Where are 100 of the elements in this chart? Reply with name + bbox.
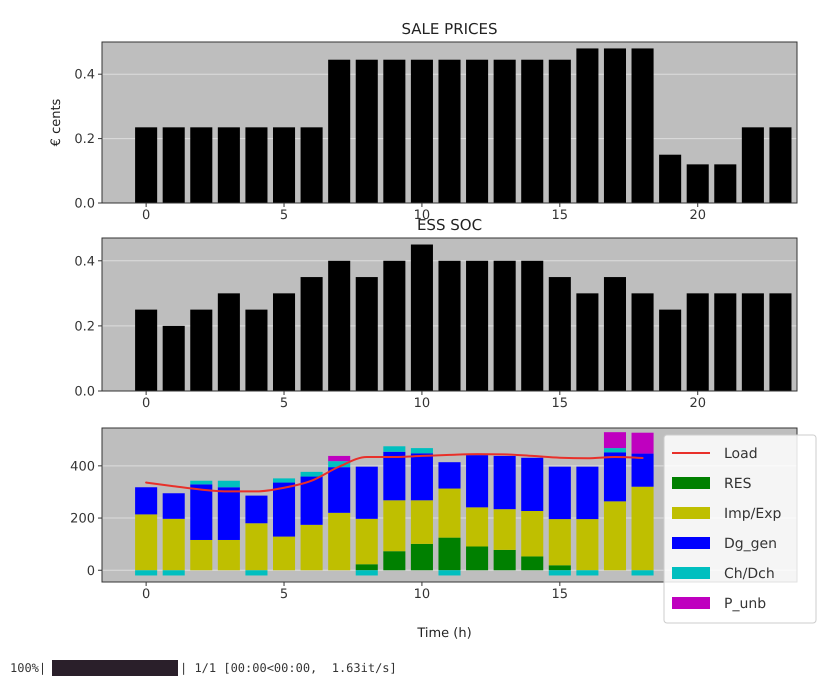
bar bbox=[494, 456, 516, 510]
bar bbox=[604, 452, 626, 502]
x-tick-label: 0 bbox=[142, 208, 150, 223]
y-tick-label: 0.4 bbox=[74, 68, 95, 83]
bar bbox=[742, 293, 764, 391]
bar bbox=[272, 127, 296, 203]
bar bbox=[604, 48, 626, 203]
bar bbox=[162, 127, 185, 203]
bar bbox=[494, 260, 516, 391]
bar bbox=[548, 565, 571, 570]
x-tick-label: 5 bbox=[280, 396, 288, 411]
x-tick-label: 10 bbox=[414, 587, 430, 602]
bar bbox=[245, 127, 268, 203]
legend-label: Ch/Dch bbox=[724, 566, 775, 582]
bar bbox=[632, 570, 654, 576]
legend-label: RES bbox=[724, 476, 752, 492]
bar bbox=[356, 518, 378, 564]
bar bbox=[218, 540, 240, 570]
y-axis-title: € cents bbox=[49, 98, 64, 146]
bar bbox=[190, 127, 212, 203]
y-tick-label: 0.2 bbox=[74, 132, 95, 148]
bar bbox=[135, 514, 158, 570]
bar bbox=[383, 452, 406, 500]
chart-title: SALE PRICES bbox=[401, 20, 498, 38]
bar bbox=[383, 260, 406, 391]
legend-label: P_unb bbox=[724, 596, 766, 612]
y-tick-label: 400 bbox=[70, 459, 95, 474]
bar bbox=[328, 467, 350, 513]
bar bbox=[272, 293, 296, 391]
bar bbox=[769, 127, 792, 203]
bar bbox=[548, 570, 571, 576]
bar bbox=[604, 448, 626, 452]
bar bbox=[438, 60, 461, 203]
bar bbox=[438, 260, 461, 391]
bar bbox=[548, 466, 571, 520]
bar bbox=[300, 524, 323, 570]
bar bbox=[162, 493, 185, 519]
bar bbox=[742, 127, 764, 203]
x-tick-label: 10 bbox=[414, 396, 430, 411]
bar bbox=[659, 154, 682, 203]
bar bbox=[410, 544, 433, 570]
bar bbox=[632, 293, 654, 391]
bar bbox=[218, 293, 240, 391]
bar bbox=[466, 260, 488, 391]
bar bbox=[218, 127, 240, 203]
bar bbox=[300, 277, 323, 391]
bar bbox=[466, 507, 488, 546]
legend-label: Dg_gen bbox=[724, 536, 778, 552]
y-tick-label: 0.0 bbox=[74, 196, 95, 212]
bar bbox=[521, 511, 544, 556]
y-tick-label: 0.4 bbox=[74, 254, 95, 270]
bar bbox=[632, 432, 654, 454]
x-tick-label: 5 bbox=[280, 587, 288, 602]
bar bbox=[300, 472, 323, 477]
bar bbox=[576, 48, 598, 203]
bar bbox=[521, 556, 544, 570]
bar bbox=[190, 310, 212, 391]
bar bbox=[466, 546, 488, 570]
bar bbox=[604, 432, 626, 448]
bar bbox=[162, 326, 185, 391]
bar bbox=[438, 462, 461, 489]
bar bbox=[548, 277, 571, 391]
bar bbox=[245, 310, 268, 391]
bar bbox=[356, 564, 378, 570]
bar bbox=[494, 509, 516, 550]
y-tick-label: 200 bbox=[70, 512, 95, 527]
bar bbox=[576, 466, 598, 520]
bar bbox=[548, 60, 571, 203]
bar bbox=[300, 476, 323, 525]
x-tick-label: 5 bbox=[280, 208, 288, 223]
bar bbox=[383, 551, 406, 570]
bar bbox=[328, 456, 350, 462]
bar bbox=[383, 500, 406, 552]
bar bbox=[632, 454, 654, 487]
bar bbox=[135, 127, 158, 203]
bar bbox=[272, 478, 296, 483]
text: 100%| bbox=[10, 661, 46, 675]
bar bbox=[410, 453, 433, 500]
bar bbox=[245, 570, 268, 576]
bar bbox=[383, 446, 406, 452]
bar bbox=[438, 570, 461, 576]
bar bbox=[494, 550, 516, 570]
bar bbox=[135, 570, 158, 576]
bar bbox=[576, 570, 598, 576]
bar bbox=[410, 500, 433, 544]
bar bbox=[521, 260, 544, 391]
bar bbox=[272, 482, 296, 537]
bar bbox=[604, 501, 626, 570]
bar bbox=[190, 540, 212, 570]
x-tick-label: 0 bbox=[142, 587, 150, 602]
bar bbox=[245, 523, 268, 570]
bar bbox=[659, 310, 682, 391]
line-series bbox=[145, 453, 644, 492]
bar bbox=[714, 164, 736, 203]
bar bbox=[521, 458, 544, 512]
x-tick-label: 20 bbox=[689, 396, 706, 411]
y-tick-label: 0.0 bbox=[74, 384, 95, 400]
bar bbox=[356, 570, 378, 576]
bar bbox=[438, 538, 461, 570]
bar bbox=[135, 310, 158, 391]
